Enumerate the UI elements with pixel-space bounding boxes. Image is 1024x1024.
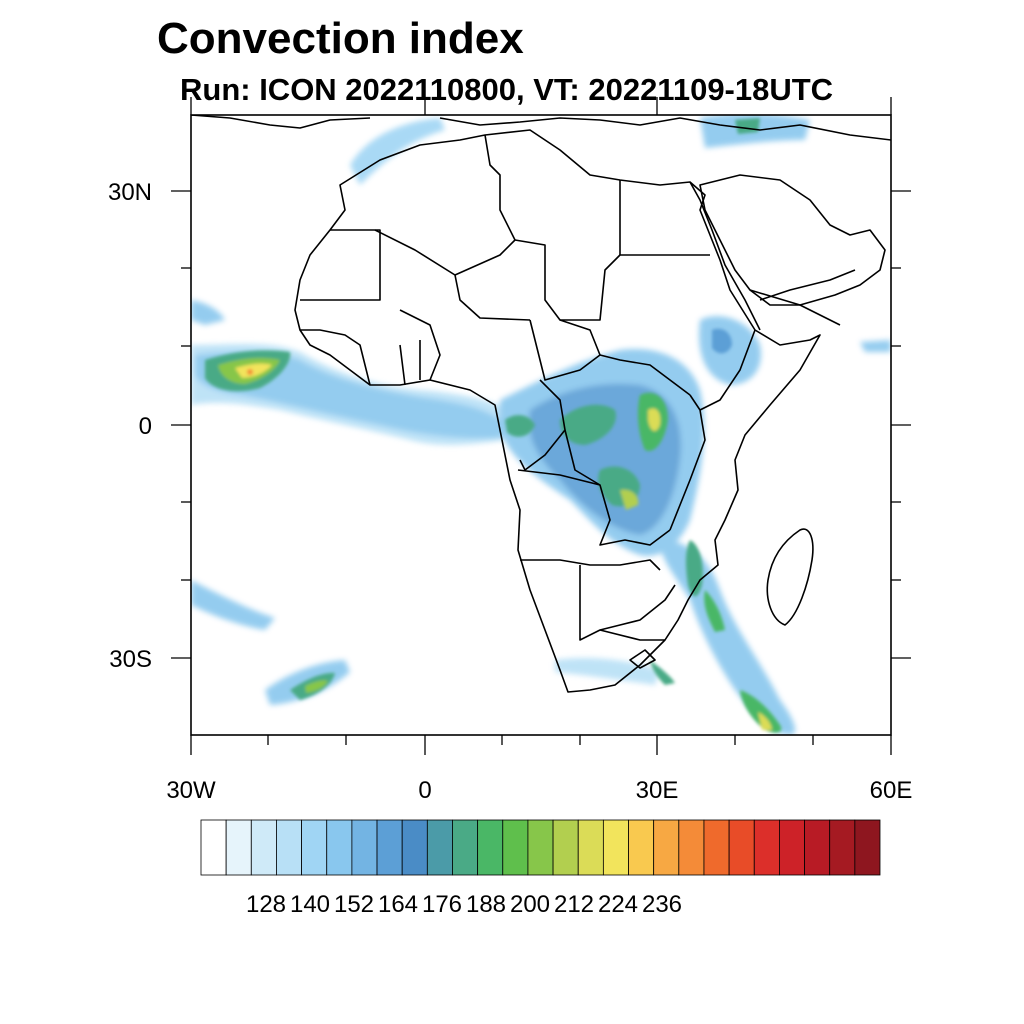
colorbar-swatch bbox=[779, 819, 805, 876]
colorbar-swatch bbox=[401, 819, 428, 876]
colorbar-swatch bbox=[753, 819, 780, 876]
colorbar-swatch bbox=[728, 819, 755, 876]
colorbar-tick-label: 200 bbox=[510, 891, 550, 918]
colorbar-tick-label: 236 bbox=[642, 891, 682, 918]
colorbar-swatch bbox=[250, 819, 277, 876]
coastlines-and-borders bbox=[191, 115, 891, 693]
colorbar-tick-label: 176 bbox=[422, 891, 462, 918]
colorbar-tick-label: 188 bbox=[466, 891, 506, 918]
colorbar-swatch bbox=[653, 819, 680, 876]
colorbar-swatch bbox=[628, 819, 655, 876]
lon-label-60e: 60E bbox=[870, 777, 913, 804]
colorbar-swatch bbox=[552, 819, 579, 876]
colorbar-swatch bbox=[276, 819, 302, 876]
lat-label-30s: 30S bbox=[109, 646, 152, 673]
colorbar-tick-label: 152 bbox=[334, 891, 374, 918]
map-subtitle: Run: ICON 2022110800, VT: 20221109-18UTC bbox=[180, 72, 834, 107]
convection-field bbox=[191, 115, 891, 735]
colorbar-swatch bbox=[326, 819, 353, 876]
colorbar-swatch bbox=[225, 819, 252, 876]
colorbar-swatch bbox=[829, 819, 856, 876]
colorbar-tick-label: 212 bbox=[554, 891, 594, 918]
lat-label-0: 0 bbox=[139, 413, 152, 440]
colorbar-labels: 128 140 152 164 176 188 200 212 224 236 bbox=[246, 891, 682, 918]
map-title: Convection index bbox=[157, 14, 524, 63]
colorbar bbox=[200, 819, 881, 876]
colorbar-swatch bbox=[678, 819, 705, 876]
lon-label-0: 0 bbox=[418, 777, 431, 804]
colorbar-swatch bbox=[452, 819, 479, 876]
axis-ticks bbox=[171, 97, 911, 755]
colorbar-swatch bbox=[527, 819, 554, 876]
colorbar-swatch bbox=[301, 819, 328, 876]
lon-label-30e: 30E bbox=[636, 777, 679, 804]
colorbar-swatch bbox=[376, 819, 403, 876]
colorbar-swatch bbox=[200, 819, 227, 876]
colorbar-tick-label: 140 bbox=[290, 891, 330, 918]
colorbar-swatch bbox=[577, 819, 604, 876]
colorbar-swatch bbox=[477, 819, 504, 876]
colorbar-swatch bbox=[502, 819, 529, 876]
colorbar-swatch bbox=[804, 819, 831, 876]
colorbar-swatch bbox=[426, 819, 453, 876]
colorbar-swatch bbox=[602, 819, 629, 876]
colorbar-tick-label: 224 bbox=[598, 891, 638, 918]
lon-label-30w: 30W bbox=[166, 777, 216, 804]
colorbar-tick-label: 164 bbox=[378, 891, 418, 918]
colorbar-swatch bbox=[351, 819, 378, 876]
colorbar-swatch bbox=[854, 819, 881, 876]
colorbar-swatch bbox=[703, 819, 730, 876]
lat-label-30n: 30N bbox=[108, 179, 152, 206]
colorbar-tick-label: 128 bbox=[246, 891, 286, 918]
